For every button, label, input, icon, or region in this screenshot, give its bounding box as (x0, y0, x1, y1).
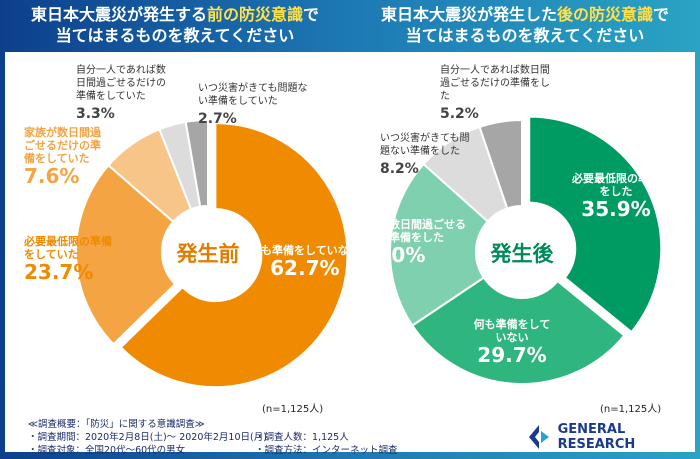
center-label-before: 発生前 (176, 242, 240, 266)
label-after-1: 何も準備をしていない 29.7% (473, 318, 551, 367)
label-after-4: 自分一人であれば数日間過ごせるだけの準備をした 5.2% (440, 65, 550, 122)
label-after-2: 家族が数日間過ごせるだけの準備をした 21.0% (356, 218, 466, 267)
label-before-2: 家族が数日間過ごせるだけの準備をしていた 7.6% (24, 126, 101, 188)
label-after-0: 必要最低限の準備をした 35.9% (572, 172, 660, 221)
label-before-0: 何も準備をしていない 62.7% (250, 244, 360, 280)
header-right: 東日本大震災が発生した後の防災意識で 当てはまるものを教えてください (380, 5, 670, 45)
logo: GENERAL RESEARCH (525, 422, 700, 452)
pie-slice-0-4 (184, 118, 209, 208)
pie-slice-1-4 (478, 118, 523, 210)
survey-info: ≪調査概要：「防災」に関する意識調査≫ ・調査期間：2020年2月8日(土)～ 2… (28, 418, 267, 457)
survey-count: ・調査人数：1,125人 (255, 432, 349, 443)
pie-slice-1-2 (389, 162, 490, 327)
pie-slice-1-0 (528, 115, 663, 334)
n-label-before: (n=1,125人) (262, 404, 324, 415)
survey-period: ・調査期間：2020年2月8日(土)～ 2020年2月10日(月) (28, 432, 267, 443)
logo-icon (529, 425, 549, 449)
label-before-1: 必要最低限の準備をしていた 23.7% (24, 235, 112, 284)
n-label-after: (n=1,125人) (600, 404, 662, 415)
logo-text: GENERAL RESEARCH (557, 422, 636, 452)
pie-slice-1-1 (410, 276, 626, 385)
pie-slice-0-0 (119, 122, 349, 389)
survey-title: ≪調査概要：「防災」に関する意識調査≫ (28, 419, 205, 430)
survey-method: ・調査方法：インターネット調査 (255, 445, 398, 456)
label-before-3: 自分一人であれば数日間過ごせるだけの準備をしていた 3.3% (76, 65, 166, 122)
center-label-after: 発生後 (490, 242, 554, 266)
header-left: 東日本大震災が発生する前の防災意識で 当てはまるものを教えてください (30, 5, 320, 45)
label-before-4: いつ災害がきても問題ない準備をしていた 2.7% (198, 83, 308, 127)
survey-info-2: ・調査人数：1,125人・調査方法：インターネット調査 (255, 431, 398, 457)
survey-target: ・調査対象：全国20代～60代の男女 (28, 445, 186, 456)
label-after-3: いつ災害がきても問題ない準備をした 8.2% (380, 133, 470, 177)
pie-slice-0-1 (75, 163, 177, 346)
